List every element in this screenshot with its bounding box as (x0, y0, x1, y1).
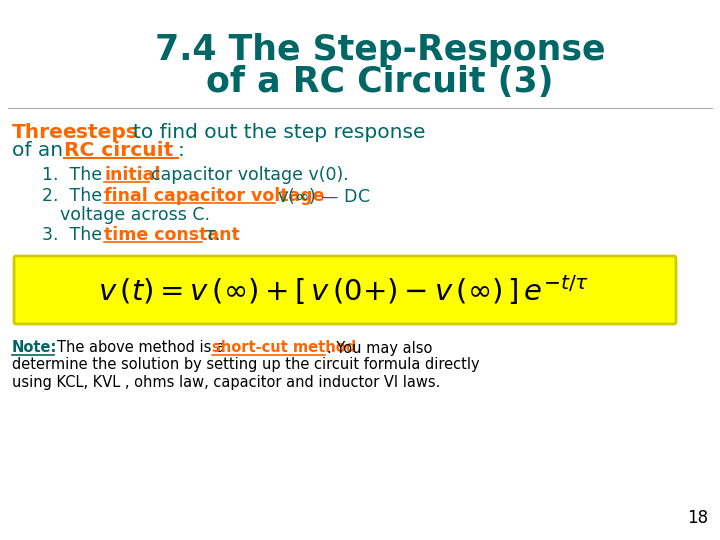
FancyBboxPatch shape (14, 256, 676, 324)
Text: to find out the step response: to find out the step response (133, 123, 426, 141)
Text: voltage across C.: voltage across C. (60, 206, 210, 224)
Text: $\tau$.: $\tau$. (204, 226, 220, 244)
Text: v($\infty$) — DC: v($\infty$) — DC (277, 186, 370, 206)
Text: . You may also: . You may also (327, 341, 433, 355)
Text: RC circuit: RC circuit (64, 140, 174, 159)
Text: of an: of an (12, 140, 63, 159)
Text: 2.  The: 2. The (42, 187, 102, 205)
Text: 1.  The: 1. The (42, 166, 102, 184)
Text: The above method is a: The above method is a (57, 341, 225, 355)
Text: using KCL, KVL , ohms law, capacitor and inductor VI laws.: using KCL, KVL , ohms law, capacitor and… (12, 375, 441, 389)
Text: initial: initial (104, 166, 161, 184)
Text: 3.  The: 3. The (42, 226, 102, 244)
Text: capacitor voltage v(0).: capacitor voltage v(0). (151, 166, 348, 184)
Text: short-cut method: short-cut method (212, 341, 356, 355)
Text: 18: 18 (688, 509, 708, 527)
Text: final capacitor voltage: final capacitor voltage (104, 187, 325, 205)
Text: Note:: Note: (12, 341, 58, 355)
Text: :: : (178, 140, 185, 159)
Text: determine the solution by setting up the circuit formula directly: determine the solution by setting up the… (12, 357, 480, 373)
Text: steps: steps (76, 123, 138, 141)
Text: 7.4 The Step-Response: 7.4 The Step-Response (155, 33, 606, 67)
Text: $v\,(t) = v\,(\infty) + [\,v\,(0{+}) - v\,(\infty)\,]\,e^{-t/\tau}$: $v\,(t) = v\,(\infty) + [\,v\,(0{+}) - v… (99, 273, 590, 307)
Text: time constant: time constant (104, 226, 240, 244)
Text: Three: Three (12, 123, 78, 141)
Text: of a RC Circuit (3): of a RC Circuit (3) (206, 65, 554, 99)
